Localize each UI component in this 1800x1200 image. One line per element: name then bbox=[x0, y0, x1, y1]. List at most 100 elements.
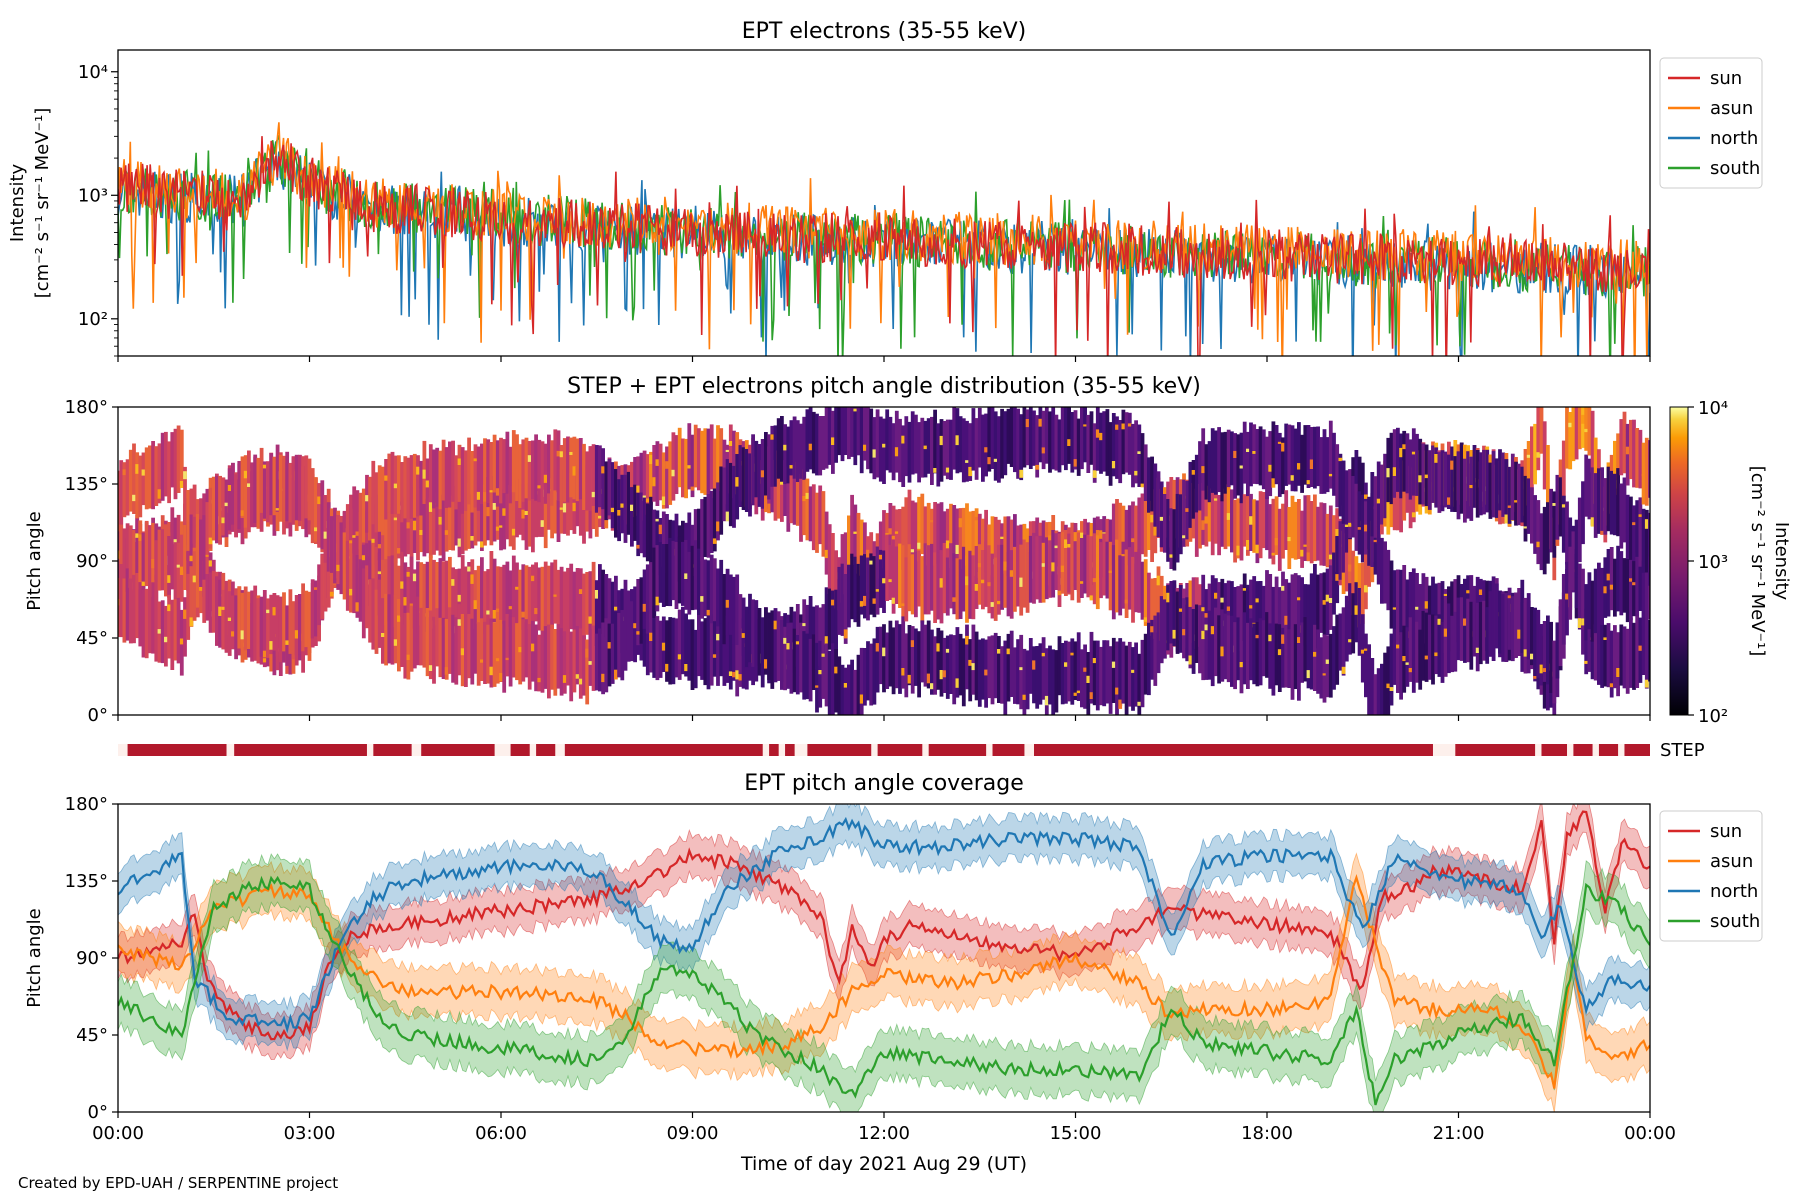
pad-cell-hot bbox=[1306, 552, 1311, 562]
pad-cell bbox=[435, 562, 440, 626]
pad-cell bbox=[917, 550, 921, 607]
pad-cell-hot bbox=[907, 674, 912, 684]
pad-cell-hot bbox=[930, 683, 934, 690]
pad-cell bbox=[1587, 458, 1592, 520]
pad-cell bbox=[454, 486, 459, 546]
pad-cell bbox=[483, 484, 487, 546]
pad-cell bbox=[614, 469, 618, 538]
pad-cell-hot bbox=[1051, 562, 1056, 572]
pad-cell bbox=[1239, 621, 1244, 694]
pad-cell bbox=[965, 420, 969, 482]
pad-cell bbox=[1236, 434, 1241, 496]
step-segment bbox=[1541, 744, 1568, 756]
pad-cell-hot bbox=[649, 454, 653, 465]
pad-cell bbox=[1000, 544, 1004, 610]
pad-cell bbox=[1482, 600, 1486, 661]
pad-cell-hot bbox=[1584, 428, 1589, 433]
pad-cell bbox=[808, 407, 813, 470]
pad-cell bbox=[1297, 499, 1301, 559]
pad-cell bbox=[693, 629, 698, 689]
pad-cell bbox=[735, 574, 740, 645]
pad-cell-hot bbox=[1415, 606, 1419, 610]
pad-cell bbox=[1450, 446, 1454, 512]
pad-cell bbox=[661, 511, 666, 567]
pad-cell bbox=[1201, 482, 1206, 545]
pad-cell bbox=[1498, 590, 1502, 654]
pad-cell-hot bbox=[1166, 592, 1170, 603]
pad-cell bbox=[381, 507, 385, 567]
pad-cell bbox=[1418, 629, 1423, 690]
pad-cell-hot bbox=[1629, 578, 1633, 582]
pad-cell bbox=[141, 452, 146, 506]
pad-cell bbox=[170, 524, 175, 590]
pad-cell bbox=[1332, 626, 1336, 690]
pad-cell bbox=[1466, 598, 1470, 663]
pad-cell bbox=[630, 601, 634, 662]
pad-cell bbox=[1131, 501, 1135, 567]
pad-cell-hot bbox=[1335, 529, 1340, 537]
pad-cell bbox=[1147, 622, 1151, 696]
pad-cell bbox=[543, 626, 548, 689]
pad-cell bbox=[920, 556, 925, 623]
pad-cell-hot bbox=[1335, 574, 1340, 581]
pad-cell bbox=[266, 461, 270, 523]
pad-cell bbox=[684, 438, 688, 499]
pad-cell bbox=[1325, 635, 1330, 698]
pad-cell bbox=[936, 627, 941, 690]
pad-cell bbox=[371, 578, 376, 650]
pad-cell-hot bbox=[1073, 459, 1078, 467]
pad-cell bbox=[802, 469, 807, 536]
pad-cell-hot bbox=[1000, 536, 1004, 539]
pad-cell bbox=[495, 485, 500, 540]
pad-cell bbox=[875, 626, 880, 693]
pad-cell bbox=[904, 416, 909, 477]
x-tick-label: 00:00 bbox=[92, 1123, 144, 1144]
pad-cell bbox=[961, 638, 966, 707]
pad-cell bbox=[863, 554, 867, 619]
pad-cell-hot bbox=[457, 538, 462, 547]
pad-cell bbox=[1188, 606, 1193, 669]
pad-cell-hot bbox=[1118, 699, 1123, 709]
pad-cell-hot bbox=[1271, 478, 1276, 488]
pad-cell bbox=[1526, 593, 1531, 660]
pad-cell bbox=[674, 618, 679, 678]
pad-cell bbox=[128, 525, 133, 587]
pad-cell bbox=[974, 546, 979, 609]
pad-cell bbox=[795, 420, 800, 482]
pad-cell bbox=[585, 451, 590, 511]
pad-cell-hot bbox=[1322, 673, 1327, 676]
pad-cell bbox=[1153, 463, 1158, 527]
pad-cell bbox=[444, 619, 449, 680]
pad-cell bbox=[1297, 422, 1301, 486]
pad-cell bbox=[1478, 602, 1483, 665]
pad-cell bbox=[904, 557, 909, 622]
pad-cell-hot bbox=[684, 573, 688, 579]
pad-cell-hot bbox=[138, 534, 143, 541]
pad-cell bbox=[412, 607, 417, 669]
pad-cell bbox=[936, 552, 941, 620]
pad-cell bbox=[1188, 461, 1193, 528]
pad-cell bbox=[406, 566, 411, 631]
pad-cell bbox=[859, 555, 864, 615]
pad-cell bbox=[1421, 573, 1426, 648]
pad-cell-hot bbox=[671, 469, 676, 477]
pad-cell-hot bbox=[495, 488, 500, 496]
pad-cell bbox=[945, 557, 950, 616]
pad-cell bbox=[1370, 472, 1375, 537]
pad-cell bbox=[974, 508, 979, 576]
pad-cell bbox=[716, 568, 720, 627]
pad-cell bbox=[1268, 574, 1273, 643]
pad-cell bbox=[1411, 428, 1416, 496]
pad-cell bbox=[1006, 552, 1011, 617]
pad-cell bbox=[167, 441, 171, 504]
pad-cell-hot bbox=[974, 516, 979, 521]
pad-cell bbox=[1507, 466, 1512, 524]
pad-cell bbox=[160, 432, 165, 501]
pad-cell-hot bbox=[406, 571, 411, 577]
pad-cell bbox=[1252, 623, 1257, 685]
pad-cell-hot bbox=[878, 554, 883, 560]
pad-cell bbox=[464, 613, 468, 687]
coverage-x-ticks: 00:00 03:00 06:00 09:00 12:00 15:00 18:00 21:00… bbox=[92, 1112, 1676, 1144]
pad-cell bbox=[1396, 427, 1400, 492]
pad-cell bbox=[1281, 437, 1285, 495]
